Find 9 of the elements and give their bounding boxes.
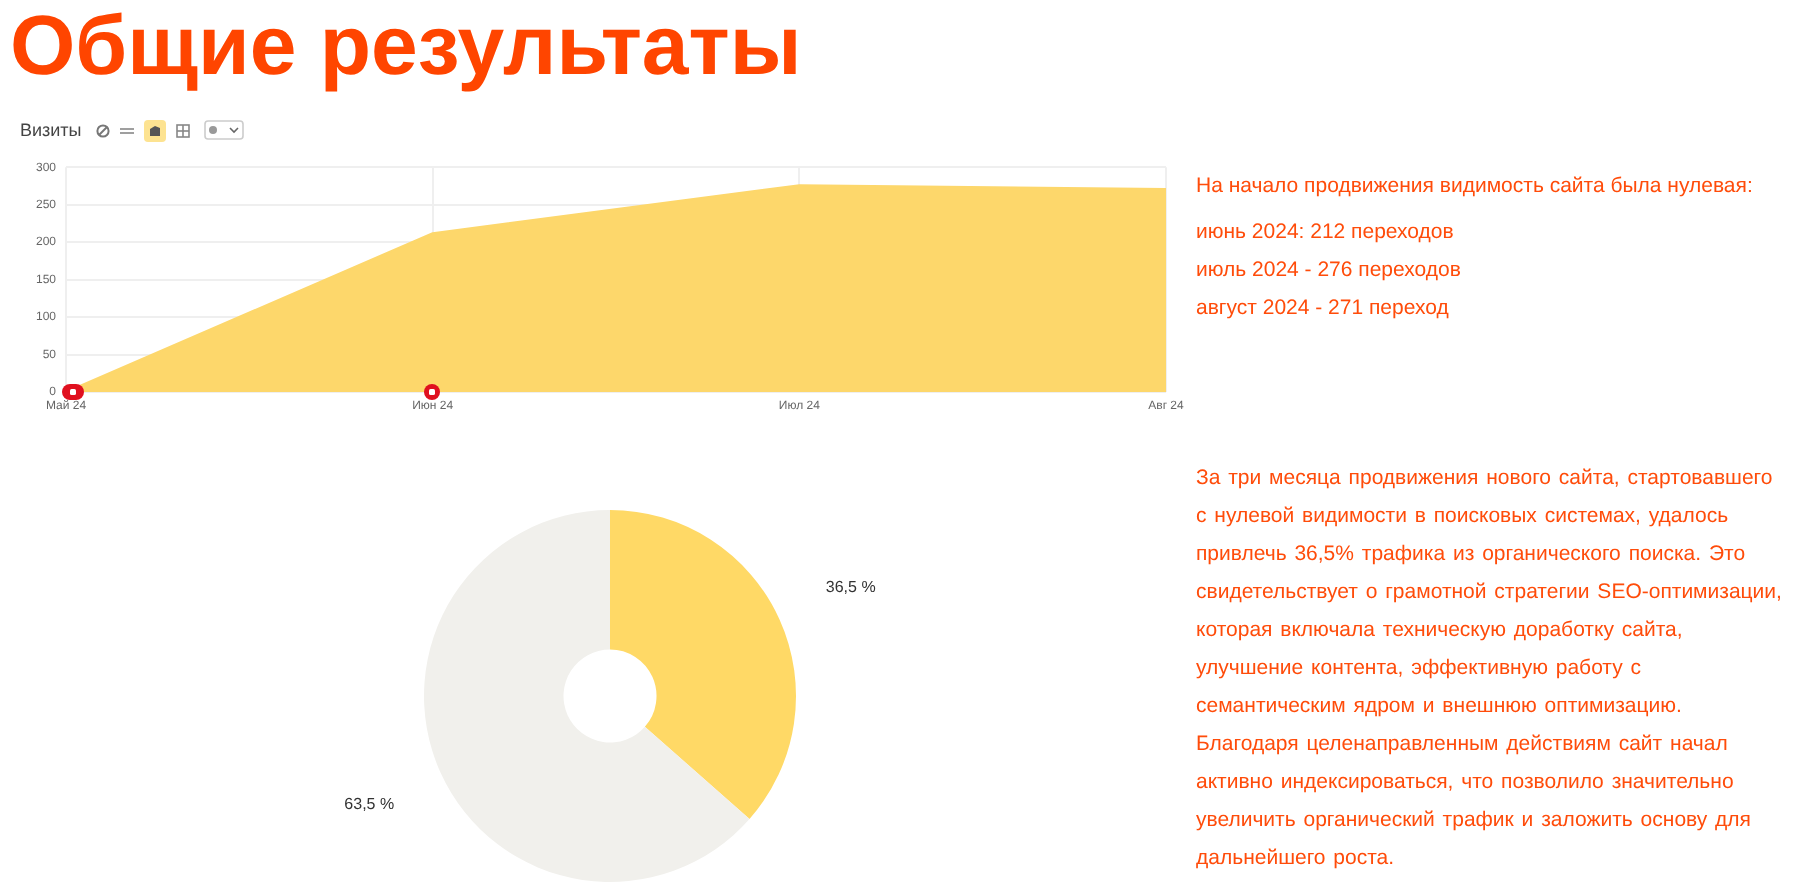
data-label: 63,5 % [344,795,395,814]
chart-title: Общие результаты [10,0,802,92]
text: июль 2024 - 276 переходов [1196,256,1463,286]
text: июнь 2024: 212 переходов [1196,218,1456,248]
chart-subtitle: Визиты [20,120,82,140]
text: август 2024 - 271 переход [1196,294,1451,324]
data-label: 36,5 % [825,577,876,596]
text: На начало продвижения видимость сайта была нулевая: [1196,172,1753,202]
text: За три месяца продвижения нового сайта, стартовавшего с нулевой видимости в поисковых системах, удалось привлечь 36,5% трафика из органического поиска. Это свидетельствует о грамотной стратегии SEO-оптимизации, которая включала техническую доработку сайта, улучшение контента, эффективную работу с семантическим ядром и внешнюю оптимизацию. Благодаря целенаправленным действиям сайт начал активно индексироваться, что позволило значительно увеличить органический трафик и заложить основу для дальнейшего роста. [1196,466,1782,870]
